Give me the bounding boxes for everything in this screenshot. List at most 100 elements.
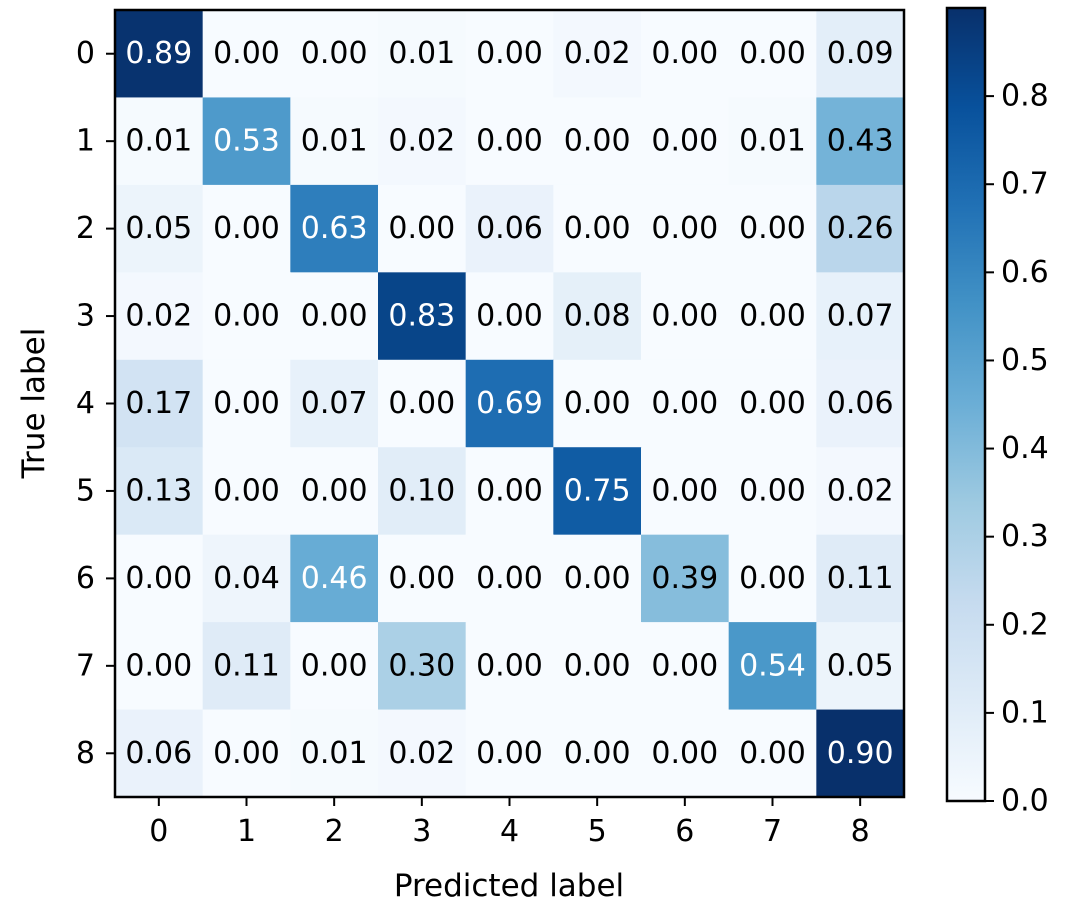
y-tick-label: 8 [76, 736, 95, 771]
cell-value-label: 0.00 [301, 473, 368, 508]
heatmap-cell-r6-c4 [465, 534, 554, 623]
heatmap-cell-r5-c4 [465, 447, 554, 536]
heatmap-cell-r2-c1 [202, 184, 291, 273]
cell-value-label: 0.02 [564, 36, 631, 71]
cell-value-label: 0.00 [476, 736, 543, 771]
heatmap-cell-r5-c0 [115, 447, 204, 536]
colorbar [945, 6, 987, 803]
heatmap-cell-r4-c3 [378, 359, 467, 448]
heatmap-cell-r4-c0 [115, 359, 204, 448]
cell-value-label: 0.06 [125, 736, 192, 771]
heatmap-cell-r5-c5 [553, 447, 642, 536]
y-tick-label: 4 [76, 386, 95, 421]
heatmap-cell-r0-c8 [816, 10, 905, 99]
heatmap-cell-r8-c5 [553, 709, 642, 798]
cell-value-label: 0.00 [388, 561, 455, 596]
cell-value-label: 0.07 [301, 386, 368, 421]
heatmap-cell-r6-c3 [378, 534, 467, 623]
cell-value-label: 0.00 [564, 736, 631, 771]
heatmap-cell-r4-c6 [641, 359, 730, 448]
cell-value-label: 0.00 [651, 299, 718, 334]
heatmap-cell-r7-c1 [202, 622, 291, 711]
x-tick-label: 5 [588, 814, 607, 849]
heatmap-cell-r0-c0 [115, 10, 204, 99]
heatmap-cell-r5-c3 [378, 447, 467, 536]
cell-value-label: 0.13 [125, 473, 192, 508]
cell-value-label: 0.00 [739, 36, 806, 71]
colorbar-tick-label: 0.0 [1001, 784, 1049, 819]
x-tick-label: 8 [851, 814, 870, 849]
x-tick-label: 4 [500, 814, 519, 849]
heatmap-cell-r1-c1 [202, 97, 291, 186]
heatmap-cell-r2-c7 [728, 184, 817, 273]
heatmap-cell-r7-c0 [115, 622, 204, 711]
cell-value-label: 0.00 [476, 124, 543, 159]
heatmap-cell-r0-c6 [641, 10, 730, 99]
cell-value-label: 0.00 [739, 473, 806, 508]
cell-value-label: 0.00 [476, 36, 543, 71]
y-tick-label: 3 [76, 299, 95, 334]
cell-value-label: 0.26 [827, 211, 894, 246]
cell-value-label: 0.00 [564, 211, 631, 246]
cell-value-label: 0.43 [827, 124, 894, 159]
heatmap-cell-r8-c8 [816, 709, 905, 798]
heatmap-cell-r6-c8 [816, 534, 905, 623]
cell-value-label: 0.00 [125, 561, 192, 596]
heatmap-cell-r5-c7 [728, 447, 817, 536]
cell-value-label: 0.00 [739, 386, 806, 421]
cell-value-label: 0.00 [651, 473, 718, 508]
cell-value-label: 0.53 [213, 124, 280, 159]
x-axis-ticks: 0 1 2 3 4 5 6 7 8 [149, 797, 870, 849]
cell-value-label: 0.00 [739, 211, 806, 246]
x-tick-label: 7 [763, 814, 782, 849]
heatmap-cell-r0-c3 [378, 10, 467, 99]
y-axis-label: True label [16, 328, 52, 480]
cell-value-label: 0.00 [651, 386, 718, 421]
cell-value-label: 0.00 [213, 211, 280, 246]
heatmap-cell-r7-c4 [465, 622, 554, 711]
heatmap-cell-r2-c8 [816, 184, 905, 273]
heatmap-cell-r4-c4 [465, 359, 554, 448]
cell-value-label: 0.00 [388, 386, 455, 421]
cell-value-label: 0.39 [651, 561, 718, 596]
cell-value-label: 0.00 [213, 299, 280, 334]
heatmap-cell-r2-c4 [465, 184, 554, 273]
heatmap-cell-r7-c2 [290, 622, 379, 711]
heatmap-cell-r5-c1 [202, 447, 291, 536]
cell-value-label: 0.89 [125, 36, 192, 71]
colorbar-tick-label: 0.5 [1001, 343, 1049, 378]
heatmap-cell-r1-c0 [115, 97, 204, 186]
heatmap-cell-r3-c8 [816, 272, 905, 361]
y-tick-label: 5 [76, 473, 95, 508]
heatmap-cell-r1-c8 [816, 97, 905, 186]
cell-value-label: 0.00 [651, 736, 718, 771]
cell-value-label: 0.02 [125, 299, 192, 334]
heatmap-cell-r3-c0 [115, 272, 204, 361]
cell-value-label: 0.00 [739, 299, 806, 334]
heatmap-cell-r7-c6 [641, 622, 730, 711]
colorbar-tick-label: 0.4 [1001, 431, 1049, 466]
colorbar-tick-label: 0.3 [1001, 519, 1049, 554]
cell-value-label: 0.11 [213, 648, 280, 683]
cell-value-label: 0.00 [739, 736, 806, 771]
cell-value-label: 0.90 [827, 736, 894, 771]
colorbar-tick-label: 0.6 [1001, 255, 1049, 290]
x-tick-label: 6 [675, 814, 694, 849]
cell-value-label: 0.00 [476, 648, 543, 683]
x-tick-label: 1 [237, 814, 256, 849]
cell-value-label: 0.83 [388, 299, 455, 334]
heatmap-cell-r2-c5 [553, 184, 642, 273]
cell-value-label: 0.01 [388, 36, 455, 71]
heatmap-cell-r8-c2 [290, 709, 379, 798]
cell-value-label: 0.06 [476, 211, 543, 246]
cell-value-label: 0.00 [564, 648, 631, 683]
cell-value-label: 0.00 [651, 124, 718, 159]
cell-value-label: 0.00 [564, 386, 631, 421]
heatmap-cell-r8-c1 [202, 709, 291, 798]
heatmap-cell-r6-c7 [728, 534, 817, 623]
cell-value-label: 0.63 [301, 211, 368, 246]
cell-value-label: 0.00 [125, 648, 192, 683]
cell-value-label: 0.75 [564, 473, 631, 508]
heatmap-cell-r3-c5 [553, 272, 642, 361]
cell-value-label: 0.00 [739, 561, 806, 596]
